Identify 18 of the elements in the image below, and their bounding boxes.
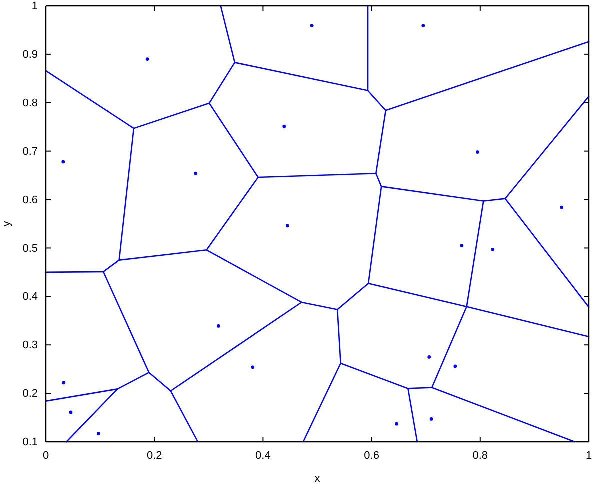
y-tick-label: 0.8 (22, 97, 38, 110)
y-tick-label: 0.2 (22, 388, 38, 400)
y-tick-label: 0.7 (22, 146, 38, 158)
y-tick-label: 1 (32, 0, 38, 13)
x-tick-label: 0.2 (146, 450, 162, 462)
y-tick-label: 0.3 (22, 340, 38, 352)
x-axis-title: x (314, 473, 321, 485)
y-axis-title: y (1, 220, 13, 227)
x-tick-label: 0 (42, 450, 50, 462)
x-tick-label: 0.6 (364, 450, 380, 462)
x-tick-label: 0.4 (256, 450, 271, 462)
x-tick-label: 0.8 (472, 450, 488, 462)
x-tick-label: 1 (586, 450, 592, 462)
y-tick-label: 0.5 (22, 242, 38, 255)
y-tick-label: 0.9 (22, 48, 38, 61)
y-tick-label: 0.1 (22, 436, 38, 449)
y-tick-label: 0.4 (22, 291, 38, 304)
y-tick-label: 0.6 (22, 194, 38, 206)
